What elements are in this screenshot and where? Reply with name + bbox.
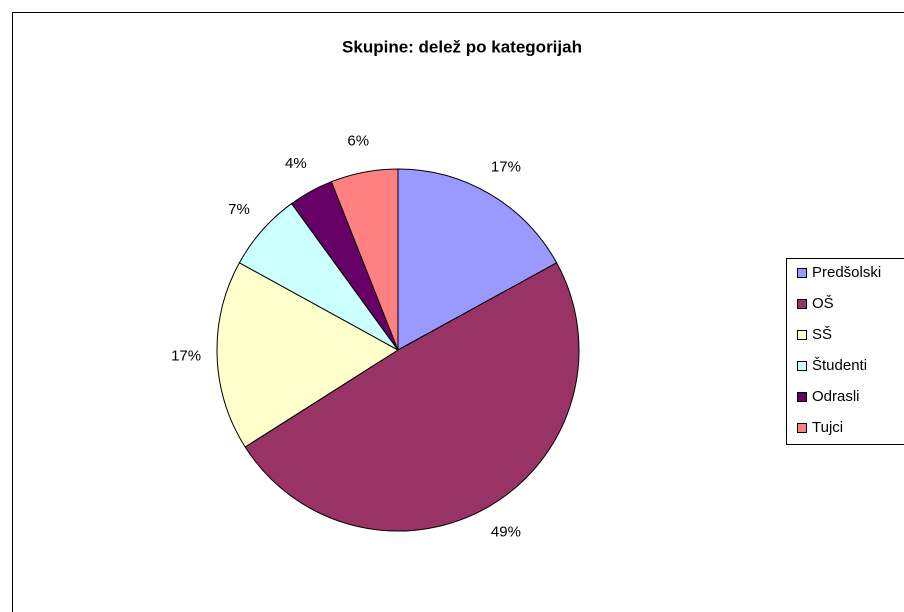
- pie-slice: [244, 262, 580, 532]
- data-label: 4%: [285, 155, 307, 172]
- legend-swatch: [797, 392, 807, 402]
- legend-swatch: [797, 361, 807, 371]
- data-label: 17%: [171, 348, 201, 365]
- legend-label: Tujci: [812, 419, 843, 436]
- data-label: 17%: [491, 158, 521, 175]
- chart-title: Skupine: delež po kategorijah: [342, 37, 582, 56]
- legend-swatch: [797, 423, 807, 433]
- legend-label: OŠ: [812, 295, 834, 312]
- data-label: 6%: [347, 133, 369, 150]
- legend-label: Študenti: [812, 357, 867, 374]
- legend-swatch: [797, 268, 807, 278]
- pie-slice: [216, 262, 399, 448]
- legend-label: Predšolski: [812, 264, 881, 281]
- pie-slice: [330, 168, 399, 351]
- legend-box: [786, 258, 904, 445]
- pie-slice: [397, 168, 558, 351]
- legend-label: SŠ: [812, 326, 832, 343]
- legend-label: Odrasli: [812, 388, 860, 405]
- legend-swatch: [797, 330, 807, 340]
- data-label: 7%: [228, 201, 250, 218]
- data-label: 49%: [491, 523, 521, 540]
- legend-swatch: [797, 299, 807, 309]
